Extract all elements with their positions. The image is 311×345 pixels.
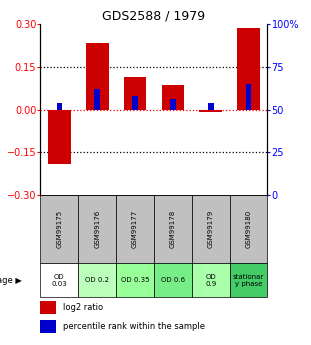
Text: OD 0.6: OD 0.6 — [161, 277, 185, 283]
Text: stationar
y phase: stationar y phase — [233, 274, 264, 287]
Bar — [78, 263, 116, 297]
Bar — [94, 89, 100, 109]
Bar — [154, 263, 192, 297]
Bar — [78, 195, 116, 263]
Bar — [230, 263, 267, 297]
Bar — [116, 195, 154, 263]
Text: percentile rank within the sample: percentile rank within the sample — [63, 322, 205, 331]
Bar — [132, 96, 138, 109]
Bar — [124, 77, 146, 109]
Bar — [199, 109, 222, 112]
Bar — [86, 43, 109, 109]
Bar — [40, 320, 56, 333]
Text: GSM99179: GSM99179 — [208, 210, 214, 248]
Bar — [192, 195, 230, 263]
Text: OD
0.03: OD 0.03 — [52, 274, 67, 287]
Bar — [246, 84, 251, 109]
Text: GSM99177: GSM99177 — [132, 210, 138, 248]
Bar — [230, 195, 267, 263]
Bar — [40, 263, 78, 297]
Bar — [161, 85, 184, 109]
Title: GDS2588 / 1979: GDS2588 / 1979 — [102, 10, 206, 23]
Text: GSM99180: GSM99180 — [246, 210, 252, 248]
Bar — [40, 301, 56, 314]
Bar — [48, 109, 71, 164]
Text: GSM99176: GSM99176 — [94, 210, 100, 248]
Text: OD 0.2: OD 0.2 — [85, 277, 109, 283]
Bar — [170, 99, 176, 109]
Text: OD
0.9: OD 0.9 — [205, 274, 216, 287]
Text: GSM99178: GSM99178 — [170, 210, 176, 248]
Text: GSM99175: GSM99175 — [56, 210, 62, 248]
Text: age ▶: age ▶ — [0, 276, 21, 285]
Bar — [116, 263, 154, 297]
Text: log2 ratio: log2 ratio — [63, 303, 103, 312]
Bar — [237, 28, 260, 109]
Text: OD 0.35: OD 0.35 — [121, 277, 149, 283]
Bar — [192, 263, 230, 297]
Bar — [208, 103, 214, 109]
Bar — [40, 195, 78, 263]
Bar — [57, 103, 62, 109]
Bar — [154, 195, 192, 263]
